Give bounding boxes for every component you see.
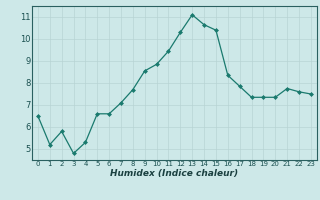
X-axis label: Humidex (Indice chaleur): Humidex (Indice chaleur) xyxy=(110,169,238,178)
